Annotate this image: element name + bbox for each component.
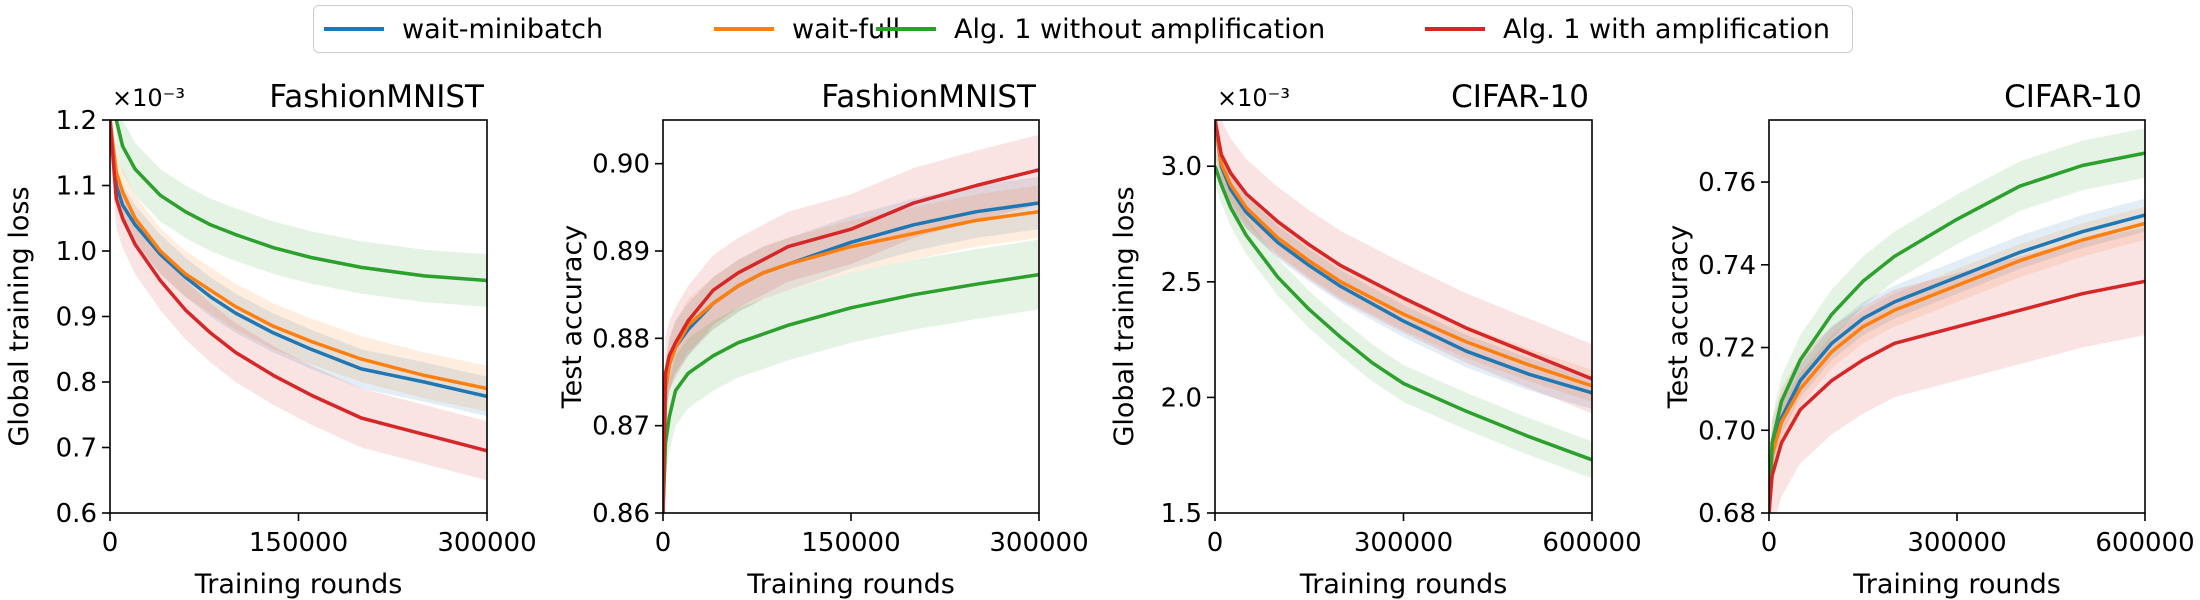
x-tick-label: 150000 — [801, 528, 900, 558]
y-tick-label: 0.72 — [1698, 334, 1756, 364]
x-tick-label: 150000 — [249, 528, 348, 558]
legend-swatch — [324, 27, 384, 31]
confidence-band — [663, 185, 1039, 513]
y-tick-label: 0.7 — [56, 434, 97, 464]
y-tick-label: 2.5 — [1161, 268, 1202, 298]
legend-swatch — [1425, 27, 1485, 31]
series-line — [663, 209, 1039, 513]
legend: wait-minibatch wait-full Alg. 1 without am… — [313, 5, 1853, 53]
y-axis-label: Global training loss — [4, 186, 35, 446]
x-tick-label: 300000 — [1907, 528, 2006, 558]
series-line — [1215, 165, 1592, 462]
y-tick-label: 1.2 — [56, 106, 97, 136]
chart-title: FashionMNIST — [821, 79, 1037, 115]
y-tick-label: 0.89 — [592, 237, 650, 267]
y-tick-label: 0.74 — [1698, 251, 1756, 281]
x-tick-label: 0 — [655, 528, 672, 558]
series-line — [1215, 120, 1592, 388]
series-line — [110, 120, 487, 453]
x-tick-label: 0 — [1761, 528, 1778, 558]
legend-swatch — [876, 27, 936, 31]
legend-swatch — [714, 27, 774, 31]
y-tick-label: 0.70 — [1698, 416, 1756, 446]
confidence-band — [663, 239, 1039, 513]
series-line — [110, 120, 487, 399]
x-tick-label: 300000 — [437, 528, 536, 558]
y-tick-label: 0.6 — [56, 499, 97, 529]
y-axis-label: Test accuracy — [557, 225, 588, 410]
legend-item: Alg. 1 without amplification — [876, 6, 1325, 52]
y-tick-label: 3.0 — [1161, 152, 1202, 182]
y-tick-label: 0.68 — [1698, 499, 1756, 529]
confidence-band — [1769, 227, 2145, 513]
x-axis-label: Training rounds — [1852, 569, 2061, 600]
series-line — [1769, 151, 2145, 513]
axis-scale-label: ×10⁻³ — [112, 84, 185, 112]
x-tick-label: 600000 — [1542, 528, 1641, 558]
x-axis-label: Training rounds — [746, 569, 955, 600]
plot-area — [663, 134, 1039, 513]
series-line — [1769, 279, 2145, 513]
y-tick-label: 0.90 — [592, 150, 650, 180]
series-line — [110, 120, 487, 391]
legend-label: Alg. 1 without amplification — [954, 13, 1326, 45]
y-tick-label: 1.1 — [56, 172, 97, 202]
y-axis-label: Test accuracy — [1663, 225, 1694, 410]
chart-panel-3: 0 300000 600000 1.5 2.0 2.5 3.0 CIFAR-10 ×10⁻³ Tr… — [1109, 79, 1642, 600]
axis-scale-label: ×10⁻³ — [1217, 84, 1290, 112]
y-tick-label: 0.87 — [592, 412, 650, 442]
series-line — [114, 120, 487, 283]
plot-area — [110, 120, 487, 481]
y-tick-label: 0.86 — [592, 499, 650, 529]
chart-panel-2: 0 150000 300000 0.86 0.87 0.88 0.89 0.90 Fashion… — [557, 79, 1089, 600]
x-tick-label: 300000 — [989, 528, 1088, 558]
legend-label: Alg. 1 with amplification — [1503, 13, 1831, 45]
plot-area — [1215, 120, 1592, 479]
chart-title: FashionMNIST — [269, 79, 485, 115]
chart-panel-4: 0 300000 600000 0.68 0.70 0.72 0.74 0.76 CIFAR-1… — [1663, 79, 2195, 600]
legend-label: wait-minibatch — [402, 13, 604, 45]
x-tick-label: 600000 — [2095, 528, 2194, 558]
confidence-band — [1769, 198, 2145, 513]
confidence-band — [1769, 206, 2145, 513]
confidence-band — [1215, 120, 1592, 414]
series-line — [1769, 221, 2145, 513]
y-tick-label: 2.0 — [1161, 383, 1202, 413]
confidence-band — [1769, 128, 2145, 513]
x-tick-label: 0 — [1207, 528, 1224, 558]
chart-title: CIFAR-10 — [1451, 79, 1589, 115]
legend-item: wait-minibatch — [324, 6, 603, 52]
confidence-band — [663, 134, 1039, 513]
confidence-band — [663, 176, 1039, 513]
confidence-band — [116, 120, 487, 307]
y-tick-label: 0.76 — [1698, 168, 1756, 198]
y-axis-label: Global training loss — [1109, 186, 1140, 446]
chart-title: CIFAR-10 — [2004, 79, 2142, 115]
y-tick-label: 1.0 — [56, 237, 97, 267]
y-tick-label: 1.5 — [1161, 499, 1202, 529]
chart-panel-1: 0 150000 300000 0.6 0.7 0.8 0.9 1.0 1.1 1.2 Fashio… — [4, 79, 537, 600]
series-line — [663, 168, 1039, 513]
series-line — [1215, 120, 1592, 381]
x-tick-label: 0 — [102, 528, 119, 558]
plot-area — [1769, 128, 2145, 513]
x-axis-label: Training rounds — [1299, 569, 1508, 600]
x-axis-label: Training rounds — [194, 569, 403, 600]
x-tick-label: 300000 — [1354, 528, 1453, 558]
y-tick-label: 0.9 — [56, 303, 97, 333]
confidence-band — [110, 120, 487, 481]
y-tick-label: 0.88 — [592, 324, 650, 354]
series-line — [663, 272, 1039, 513]
legend-item: Alg. 1 with amplification — [1425, 6, 1830, 52]
y-tick-label: 0.8 — [56, 368, 97, 398]
